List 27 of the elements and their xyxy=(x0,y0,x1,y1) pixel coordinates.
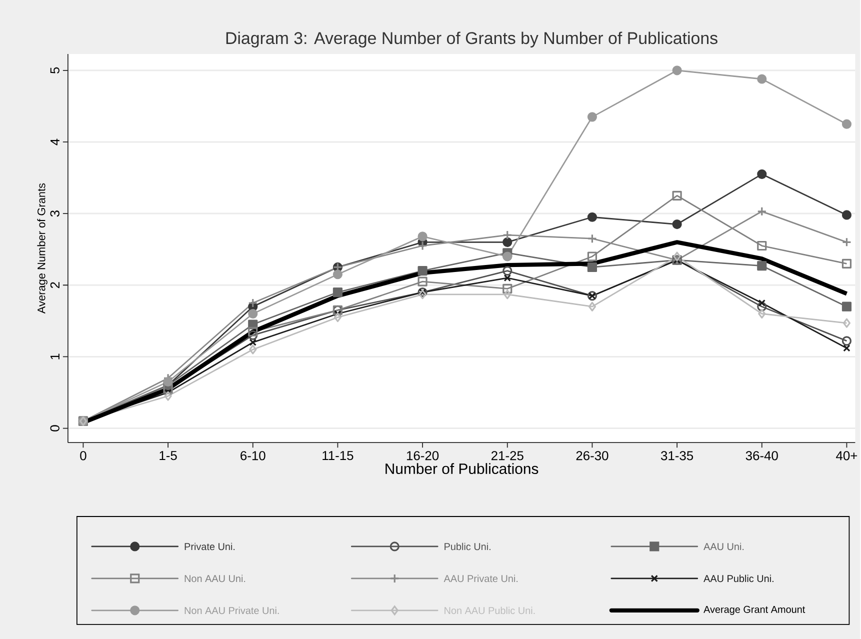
x-tick-label: 6-10 xyxy=(240,450,266,460)
y-tick-label: 5 xyxy=(50,67,60,74)
x-tick-label: 16-20 xyxy=(406,450,439,460)
text: Public Uni. xyxy=(444,542,490,550)
x-tick-label: 21-25 xyxy=(491,450,524,460)
y-tick-label: 4 xyxy=(50,138,60,146)
x-tick-label: 31-35 xyxy=(661,450,694,460)
chart-title: Diagram 3: Average Number of Grants by Number of Publications xyxy=(226,32,718,48)
text: AAU Public Uni. xyxy=(704,574,774,582)
y-tick-label: 1 xyxy=(50,354,60,360)
text: Non AAU Uni. xyxy=(184,574,246,582)
text: AAU Private Uni. xyxy=(444,574,518,582)
text: Private Uni. xyxy=(184,542,235,550)
x-tick-label: 11-15 xyxy=(322,450,354,460)
x-tick-label: 40+ xyxy=(836,450,858,460)
y-tick-label: 0 xyxy=(50,424,60,432)
y-tick-label: 3 xyxy=(50,210,60,216)
x-tick-label: 0 xyxy=(80,450,86,460)
x-axis-title: Number of Publications xyxy=(386,462,538,474)
text: Non AAU Private Uni. xyxy=(184,606,279,614)
x-tick-label: 36-40 xyxy=(746,450,778,460)
y-tick-label: 2 xyxy=(50,282,60,288)
text: AAU Uni. xyxy=(704,542,744,550)
x-tick-label: 1-5 xyxy=(160,450,177,460)
text: Average Grant Amount xyxy=(704,606,806,615)
x-tick-label: 26-30 xyxy=(576,450,608,460)
y-axis-title: Average Number of Grants xyxy=(37,183,48,314)
